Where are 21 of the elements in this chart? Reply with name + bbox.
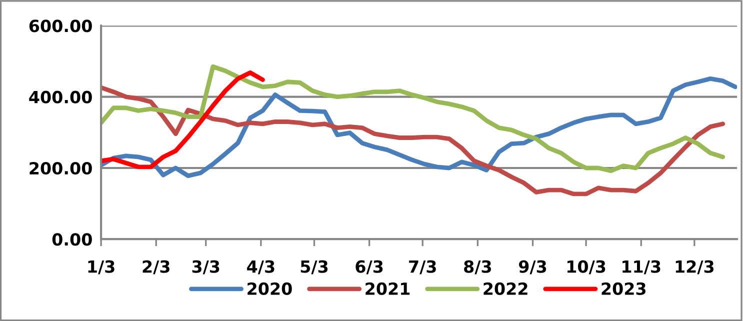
line-series <box>101 70 265 170</box>
legend-label: 2023 <box>602 282 646 295</box>
x-tick-label: 5/3 <box>300 260 328 274</box>
x-tick-label: 6/3 <box>356 260 383 274</box>
x-tick-label: 12/3 <box>676 260 714 274</box>
x-tick-label: 4/3 <box>247 260 274 274</box>
legend-label: 2021 <box>366 282 410 295</box>
legend-label: 2020 <box>248 282 292 295</box>
x-tick-label: 11/3 <box>622 260 660 274</box>
x-tick-label: 7/3 <box>409 260 436 274</box>
y-tick-label: 0.00 <box>52 233 92 246</box>
x-tick-label: 10/3 <box>567 260 606 274</box>
legend-label: 2022 <box>484 282 528 295</box>
y-tick-label: 400.00 <box>29 90 92 104</box>
x-tick-label: 2/3 <box>142 260 170 274</box>
y-tick-label: 600.00 <box>29 20 92 32</box>
x-tick-label: 9/3 <box>518 260 546 274</box>
x-tick-label: 1/3 <box>88 260 114 274</box>
x-tick-label: 3/3 <box>192 260 220 274</box>
y-tick-label: 200.00 <box>30 162 92 175</box>
x-tick-label: 8/3 <box>464 260 491 274</box>
